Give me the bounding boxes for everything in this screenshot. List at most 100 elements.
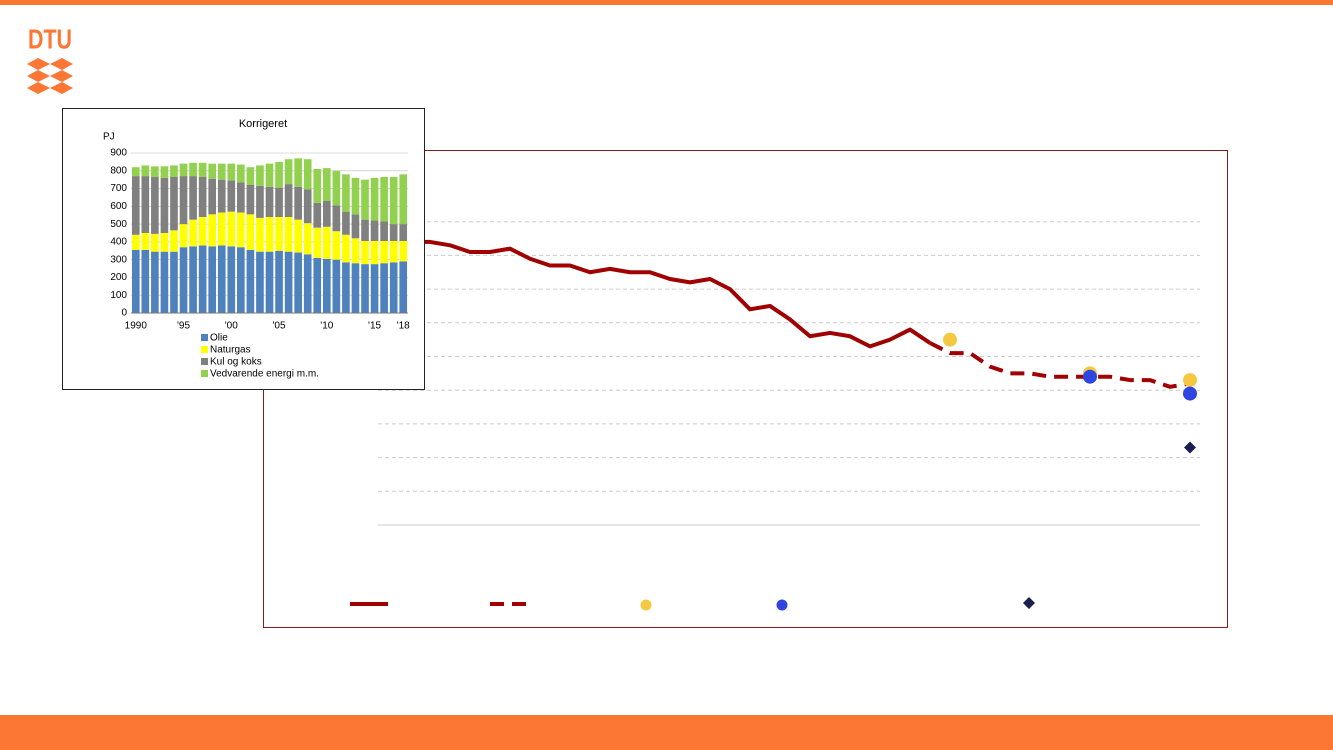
legend-swatch xyxy=(201,370,208,377)
legend-swatch xyxy=(640,599,652,611)
bar-segment xyxy=(275,217,283,251)
point xyxy=(1083,369,1097,384)
x-tick-label: '95 xyxy=(177,321,190,332)
bar-segment xyxy=(170,165,178,177)
bar-segment xyxy=(198,217,207,246)
bar-segment xyxy=(217,212,226,246)
y-tick-label: 200 xyxy=(110,272,127,283)
bar-segment xyxy=(284,251,293,313)
bar-segment xyxy=(322,258,331,313)
bar-segment xyxy=(380,177,388,222)
bar-segment xyxy=(160,233,169,252)
bar-segment xyxy=(131,176,140,235)
bar-segment xyxy=(303,159,312,190)
bar-segment xyxy=(227,180,236,212)
bar-segment xyxy=(237,212,245,248)
y-tick-label: 800 xyxy=(110,165,127,176)
bar-segment xyxy=(275,250,283,313)
bar-segment xyxy=(313,257,322,313)
bar-segment xyxy=(256,185,264,218)
bar-segment xyxy=(198,245,207,313)
bar-segment xyxy=(151,177,159,234)
bar-segment xyxy=(370,264,379,313)
logo-text: DTU xyxy=(28,23,72,54)
bar-segment xyxy=(170,230,178,252)
bar-segment xyxy=(160,166,169,178)
bar-segment xyxy=(313,202,322,228)
bar-segment xyxy=(131,249,140,313)
bar-segment xyxy=(370,177,379,221)
bar-segment xyxy=(131,234,140,250)
bar-segment xyxy=(198,177,207,217)
bar-segment xyxy=(189,219,197,247)
bar-segment xyxy=(141,249,150,313)
bar-segment xyxy=(275,187,283,217)
bar-segment xyxy=(160,251,169,313)
bar-segment xyxy=(370,241,379,265)
bar-segment xyxy=(370,220,379,241)
bar-segment xyxy=(342,234,350,263)
bar-segment xyxy=(294,186,302,220)
bar-segment xyxy=(294,158,302,187)
bar-segment xyxy=(237,164,245,183)
y-tick-label: 0 xyxy=(121,308,127,319)
bar-segment xyxy=(208,214,217,247)
bar-segment xyxy=(284,159,293,185)
x-tick-label: '05 xyxy=(273,321,286,332)
bar-segment xyxy=(389,241,398,263)
bar-segment xyxy=(313,227,322,258)
bar-segment xyxy=(389,224,398,241)
bar-segment xyxy=(151,251,159,313)
point xyxy=(943,332,957,347)
bar-segment xyxy=(361,219,369,241)
bar-segment xyxy=(208,163,217,179)
line xyxy=(929,341,1191,389)
y-tick-label: 100 xyxy=(110,290,127,301)
y-tick-label: 900 xyxy=(110,148,127,159)
top-bar xyxy=(0,0,1333,5)
x-tick-label: '00 xyxy=(225,321,238,332)
bar-segment xyxy=(303,223,312,255)
bar-segment xyxy=(399,261,408,313)
bar-segment xyxy=(151,233,159,252)
bar-segment xyxy=(294,219,302,253)
legend-swatch xyxy=(201,358,208,365)
bar-segment xyxy=(227,211,236,247)
bar-segment xyxy=(265,217,274,252)
bar-segment xyxy=(179,163,188,177)
bar-segment xyxy=(342,211,350,235)
bar-segment xyxy=(332,259,341,313)
bar-segment xyxy=(246,249,255,313)
bar-segment xyxy=(313,169,322,203)
bar-segment xyxy=(361,179,369,220)
y-axis-label: PJ xyxy=(103,132,115,143)
diamond-point xyxy=(1184,441,1196,454)
bar-segment xyxy=(380,263,388,313)
bar-segment xyxy=(361,241,369,265)
bar-segment xyxy=(227,246,236,313)
legend-swatch xyxy=(1023,597,1035,609)
bar-segment xyxy=(380,241,388,264)
bar-segment xyxy=(179,176,188,225)
bar-segment xyxy=(217,245,226,313)
bar-segment xyxy=(342,174,350,212)
bar-segment xyxy=(141,233,150,250)
bar-segment xyxy=(179,224,188,248)
bar-segment xyxy=(141,165,150,177)
legend-swatch xyxy=(776,599,788,611)
logo-waves xyxy=(27,58,73,94)
bar-segment xyxy=(399,241,408,262)
bar-segment xyxy=(217,179,226,213)
bar-segment xyxy=(322,226,331,259)
bottom-bar xyxy=(0,715,1333,750)
y-tick-label: 400 xyxy=(110,237,127,248)
bar-segment xyxy=(284,217,293,252)
inset-title: Korrigeret xyxy=(239,118,287,130)
y-tick-label: 700 xyxy=(110,183,127,194)
bar-segment xyxy=(237,182,245,213)
bar-segment xyxy=(256,217,264,252)
bar-segment xyxy=(351,177,360,215)
bar-segment xyxy=(170,251,178,313)
bar-segment xyxy=(342,262,350,313)
y-tick-label: 500 xyxy=(110,219,127,230)
